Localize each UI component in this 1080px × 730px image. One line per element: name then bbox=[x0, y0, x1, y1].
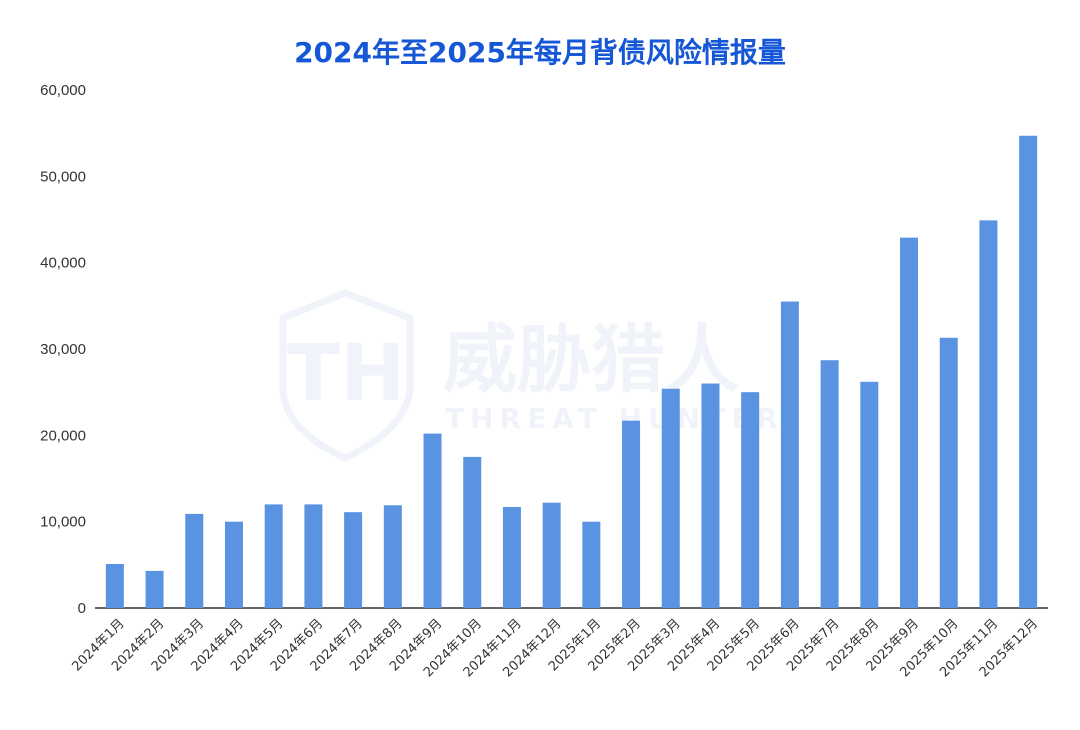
bar bbox=[304, 504, 323, 608]
x-axis: 2024年1月2024年2月2024年3月2024年4月2024年5月2024年… bbox=[69, 616, 1041, 680]
y-tick-label: 30,000 bbox=[40, 341, 86, 358]
watermark-logo-letters: TH bbox=[287, 329, 406, 419]
y-tick-label: 60,000 bbox=[40, 82, 86, 99]
bar bbox=[224, 521, 243, 608]
y-tick-label: 50,000 bbox=[40, 168, 86, 185]
bars-group bbox=[105, 135, 1038, 609]
bar bbox=[344, 512, 363, 608]
bar bbox=[264, 504, 283, 608]
bar bbox=[741, 392, 760, 608]
bar bbox=[701, 383, 720, 608]
bar bbox=[622, 420, 641, 608]
y-tick-label: 40,000 bbox=[40, 255, 86, 272]
bar bbox=[542, 502, 561, 608]
y-tick-label: 10,000 bbox=[40, 514, 86, 531]
watermark-logo: TH 威胁猎人 THREAT HUNTER bbox=[279, 289, 784, 462]
bar bbox=[383, 505, 402, 608]
bar bbox=[105, 563, 124, 608]
y-axis: 0 10,000 20,000 30,000 40,000 50,000 60,000 bbox=[40, 82, 86, 617]
chart-title: 2024年至2025年每月背债风险情报量 bbox=[294, 36, 786, 69]
bar bbox=[979, 220, 998, 608]
y-tick-label: 0 bbox=[78, 600, 86, 617]
bar bbox=[1019, 135, 1038, 609]
bar bbox=[502, 506, 521, 608]
watermark-en-text: THREAT HUNTER bbox=[445, 402, 784, 435]
bar bbox=[939, 337, 958, 608]
bar bbox=[423, 433, 442, 608]
bar bbox=[820, 360, 839, 608]
bar bbox=[780, 301, 799, 608]
bar bbox=[582, 521, 601, 608]
bar bbox=[463, 456, 482, 608]
bar bbox=[860, 381, 879, 608]
shield-icon bbox=[279, 289, 414, 462]
bar bbox=[661, 388, 680, 608]
bar bbox=[900, 237, 919, 608]
bar bbox=[145, 570, 164, 608]
y-tick-label: 20,000 bbox=[40, 427, 86, 444]
watermark-cn-text: 威胁猎人 bbox=[443, 317, 739, 403]
bar bbox=[185, 513, 204, 608]
